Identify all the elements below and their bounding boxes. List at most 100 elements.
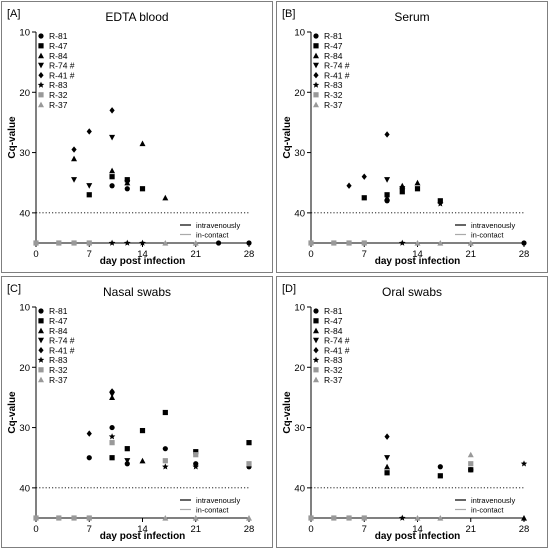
x-axis-label: day post infection (375, 256, 461, 267)
data-point (384, 177, 391, 183)
legend-marker (37, 81, 45, 88)
legend-marker (313, 72, 319, 79)
data-point (399, 514, 406, 521)
legend-label: R-74 # (49, 336, 75, 346)
data-point (109, 391, 116, 398)
route-legend-label: in-contact (196, 231, 229, 240)
data-point (384, 470, 390, 476)
data-point (437, 464, 443, 470)
legend-marker (313, 337, 319, 344)
legend-marker (38, 327, 44, 334)
x-tick-label: 14 (137, 249, 148, 260)
data-point (384, 463, 391, 470)
legend-label: R-47 (324, 41, 343, 51)
legend-label: R-41 # (324, 345, 350, 355)
data-point (71, 240, 77, 246)
x-tick-label: 28 (519, 524, 530, 535)
data-point (162, 515, 169, 521)
data-point (361, 173, 367, 180)
data-point (308, 240, 314, 246)
legend-label: R-32 (49, 365, 68, 375)
data-point (246, 440, 252, 446)
data-point (384, 455, 391, 461)
legend-marker (313, 43, 319, 49)
data-point (109, 183, 115, 189)
legend-marker (38, 33, 44, 39)
data-point (139, 239, 146, 246)
y-tick-label: 10 (19, 303, 30, 314)
y-tick-label: 30 (294, 148, 305, 159)
legend-label: R-84 (49, 51, 68, 61)
x-tick-label: 7 (362, 249, 367, 260)
data-point (467, 240, 474, 246)
data-point (384, 131, 390, 138)
data-point (521, 515, 527, 521)
y-tick-label: 30 (294, 423, 305, 434)
data-point (193, 449, 199, 455)
y-tick-label: 20 (294, 363, 305, 374)
data-point (331, 240, 337, 246)
legend-label: R-81 (49, 31, 68, 41)
legend-label: R-81 (324, 31, 343, 41)
x-tick-label: 0 (33, 249, 38, 260)
data-point (331, 515, 337, 521)
y-axis-label: Cq-value (282, 116, 293, 159)
legend-marker (38, 376, 44, 383)
legend-marker (38, 347, 44, 354)
data-point (361, 240, 367, 246)
data-point (109, 424, 115, 431)
data-point (246, 515, 252, 521)
chart-panel: [A] EDTA blood 10 20 30 40 0 7 14 21 28 day post in… (1, 1, 273, 273)
panel-label: [D] (282, 283, 296, 295)
route-legend-label: in-contact (196, 506, 229, 515)
legend-label: R-47 (324, 316, 343, 326)
chart-panel: [B] Serum 10 20 30 40 0 7 14 21 28 day post infecti… (276, 1, 548, 273)
panel-label: [A] (7, 8, 20, 20)
data-point (468, 467, 474, 473)
legend-marker (313, 376, 319, 383)
legend-label: R-32 (324, 90, 343, 100)
data-point (521, 240, 527, 246)
data-point (86, 515, 92, 521)
legend-label: R-37 (49, 100, 68, 110)
data-point (308, 515, 314, 521)
data-point (109, 388, 115, 395)
data-point (109, 455, 115, 461)
y-tick-label: 20 (19, 363, 30, 374)
data-point (520, 460, 528, 467)
data-point (124, 461, 130, 467)
y-axis-label: Cq-value (7, 116, 18, 159)
data-point (86, 183, 93, 189)
panel-label: [C] (7, 283, 21, 295)
data-point (124, 446, 130, 452)
legend-label: R-83 (324, 355, 343, 365)
data-point (71, 177, 78, 183)
data-point (346, 515, 352, 521)
x-tick-label: 28 (244, 249, 255, 260)
x-tick-label: 0 (308, 524, 313, 535)
legend-label: R-83 (49, 80, 68, 90)
x-tick-label: 28 (519, 249, 530, 260)
data-point (192, 463, 199, 470)
legend-marker (313, 92, 319, 98)
x-tick-label: 21 (190, 524, 201, 535)
x-axis-label: day post infection (100, 531, 186, 542)
legend-marker (313, 347, 319, 354)
data-point (86, 455, 92, 461)
legend-marker (38, 52, 44, 59)
data-point (33, 515, 39, 521)
x-tick-label: 7 (87, 249, 92, 260)
y-tick-label: 40 (294, 208, 305, 219)
y-tick-label: 30 (19, 148, 30, 159)
panel-title: Nasal swabs (103, 285, 171, 299)
data-point (109, 174, 115, 180)
data-point (139, 427, 146, 434)
legend-marker (312, 356, 320, 363)
legend-marker (38, 101, 44, 108)
legend-marker (37, 356, 45, 363)
legend-marker (313, 52, 319, 59)
legend-label: R-74 # (324, 61, 350, 71)
route-legend-label: intravenously (196, 496, 240, 505)
x-tick-label: 21 (465, 524, 476, 535)
chart-panel: [D] Oral swabs 10 20 30 40 0 7 14 21 28 day post in… (276, 276, 548, 548)
